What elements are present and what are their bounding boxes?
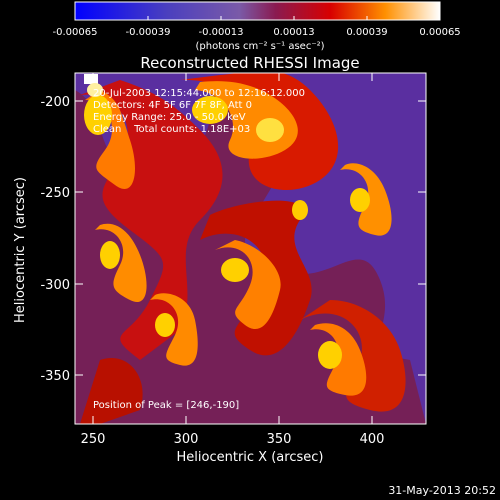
x-tick-label: 350 xyxy=(267,432,292,447)
annotation-counts: Clean Total counts: 1.18E+03 xyxy=(93,124,250,135)
y-axis-label: Heliocentric Y (arcsec) xyxy=(13,177,28,323)
y-tick-label: -350 xyxy=(40,369,70,384)
annotation-time-range: 20-Jul-2003 12:15:44.000 to 12:16:12.000 xyxy=(93,88,305,99)
x-tick-label: 400 xyxy=(360,432,385,447)
x-axis-ticks xyxy=(92,73,373,424)
colorbar-tick-label: -0.00065 xyxy=(53,27,98,38)
colorbar-tick-label: -0.00039 xyxy=(126,27,171,38)
x-tick-label: 250 xyxy=(81,432,106,447)
colorbar xyxy=(74,1,441,21)
footer-timestamp: 31-May-2013 20:52 xyxy=(388,484,496,497)
colorbar-tick-label: 0.00013 xyxy=(273,27,314,38)
x-tick-label: 300 xyxy=(174,432,199,447)
y-axis-ticks xyxy=(75,100,426,376)
rhessi-image xyxy=(75,73,426,424)
plot-frame xyxy=(74,72,427,425)
annotation-detectors: Detectors: 4F 5F 6F 7F 8F, Att 0 xyxy=(93,100,252,111)
y-tick-label: -300 xyxy=(40,278,70,293)
colorbar-tick-label: -0.00013 xyxy=(199,27,244,38)
annotation-peak-position: Position of Peak = [246,-190] xyxy=(93,400,239,411)
x-axis-label: Heliocentric X (arcsec) xyxy=(177,450,324,465)
colorbar-ticks xyxy=(74,16,441,20)
annotation-energy-range: Energy Range: 25.0 - 50.0 keV xyxy=(93,112,246,123)
colorbar-tick-label: 0.00039 xyxy=(346,27,387,38)
y-tick-label: -200 xyxy=(40,95,70,110)
plot-title: Reconstructed RHESSI Image xyxy=(140,54,359,72)
colorbar-units: (photons cm⁻² s⁻¹ asec⁻²) xyxy=(195,41,324,52)
colorbar-tick-label: 0.00065 xyxy=(419,27,460,38)
y-tick-label: -250 xyxy=(40,186,70,201)
